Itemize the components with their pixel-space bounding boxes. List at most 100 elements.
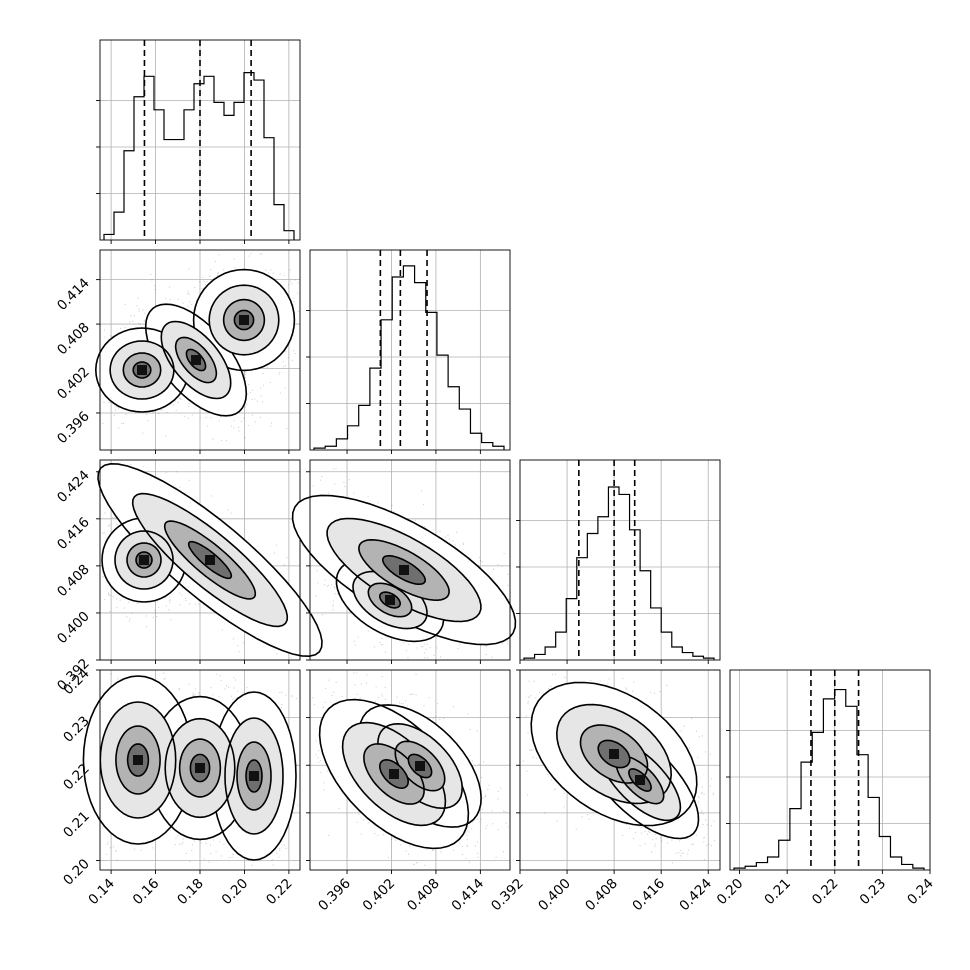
density-contour (236, 741, 272, 811)
panel-frame (99, 249, 301, 451)
density-contour (187, 540, 233, 580)
x-tick-label: 0.18 (174, 876, 207, 909)
y-tick-label: 0.408 (54, 320, 93, 359)
hist-panel (306, 249, 511, 454)
panel-frame (309, 249, 511, 451)
panel-frame (519, 669, 721, 871)
density-contour (189, 753, 211, 783)
density-peak-cell (249, 771, 259, 781)
density-contour (82, 675, 194, 845)
x-tick-label: 0.20 (219, 876, 252, 909)
density-contour (174, 336, 218, 384)
density-contour (245, 759, 263, 793)
hist-panel (96, 39, 301, 244)
panel-frame (99, 669, 301, 871)
y-tick-label: 0.20 (60, 856, 93, 889)
scatter-panel (82, 669, 301, 874)
density-contour (115, 725, 161, 795)
density-contour (109, 340, 175, 400)
density-contour (382, 555, 426, 585)
scatter-panel (516, 669, 721, 874)
y-tick-label: 0.408 (54, 561, 93, 600)
x-tick-label: 0.400 (535, 876, 574, 915)
x-tick-label: 0.22 (263, 876, 296, 909)
density-contour (131, 492, 289, 628)
density-contour (126, 743, 150, 777)
x-tick-label: 0.21 (761, 876, 794, 909)
density-contour (178, 738, 222, 798)
density-contour (579, 724, 649, 784)
x-tick-label: 0.408 (404, 876, 443, 915)
density-contour (378, 758, 410, 790)
x-tick-label: 0.424 (676, 876, 715, 915)
density-contour (122, 352, 162, 388)
density-peak-cell (635, 775, 645, 785)
density-peak-cell (137, 365, 147, 375)
density-contour (530, 681, 698, 827)
density-peak-cell (389, 769, 399, 779)
density-contour (341, 721, 447, 827)
density-contour (367, 582, 413, 618)
histogram-line (733, 688, 925, 870)
x-tick-label: 0.416 (629, 876, 668, 915)
scatter-panel (94, 249, 301, 454)
density-contour (597, 739, 631, 769)
panel-frame (309, 459, 511, 661)
density-contour (132, 361, 152, 379)
density-contour (224, 717, 284, 835)
hist-panel (726, 669, 931, 874)
y-tick-label: 0.400 (54, 608, 93, 647)
density-contour (97, 462, 323, 658)
panel-frame (729, 669, 931, 871)
density-contour (164, 717, 236, 819)
density-contour (208, 284, 280, 356)
x-tick-label: 0.23 (857, 876, 890, 909)
x-tick-label: 0.402 (360, 876, 399, 915)
density-contour (114, 530, 174, 590)
y-tick-label: 0.424 (54, 467, 93, 506)
x-tick-label: 0.414 (449, 876, 488, 915)
hist-panel (516, 459, 721, 664)
density-peak-cell (239, 315, 249, 325)
density-contour (352, 570, 428, 630)
scatter-panel (96, 459, 323, 664)
density-contour (160, 320, 232, 400)
x-tick-label: 0.392 (488, 876, 527, 915)
y-tick-label: 0.402 (54, 364, 93, 403)
y-tick-label: 0.21 (60, 808, 93, 841)
x-tick-label: 0.408 (582, 876, 621, 915)
density-peak-cell (191, 355, 201, 365)
density-peak-cell (385, 595, 395, 605)
density-contour (318, 698, 470, 850)
density-peak-cell (139, 555, 149, 565)
density-contour (222, 298, 266, 342)
density-contour (163, 520, 257, 600)
histogram-line (523, 486, 715, 660)
x-tick-label: 0.14 (85, 876, 118, 909)
density-contour (233, 309, 255, 331)
y-tick-label: 0.414 (54, 275, 93, 314)
scatter-panel (291, 459, 517, 664)
density-peak-cell (609, 749, 619, 759)
x-tick-label: 0.20 (714, 876, 747, 909)
panel-frame (99, 459, 301, 661)
density-contour (135, 551, 153, 569)
density-contour (407, 753, 433, 779)
x-tick-label: 0.396 (315, 876, 354, 915)
density-contour (555, 703, 673, 805)
density-peak-cell (399, 565, 409, 575)
y-tick-label: 0.396 (54, 408, 93, 447)
histogram-line (103, 72, 295, 240)
x-tick-label: 0.16 (130, 876, 163, 909)
panel-frame (99, 39, 301, 241)
density-peak-cell (195, 763, 205, 773)
density-contour (126, 542, 162, 578)
density-peak-cell (415, 761, 425, 771)
density-peak-cell (133, 755, 143, 765)
density-peak-cell (205, 555, 215, 565)
density-contour (379, 591, 401, 609)
density-contour (192, 268, 296, 372)
histogram-line (313, 265, 505, 450)
scatter-panel (306, 669, 511, 874)
